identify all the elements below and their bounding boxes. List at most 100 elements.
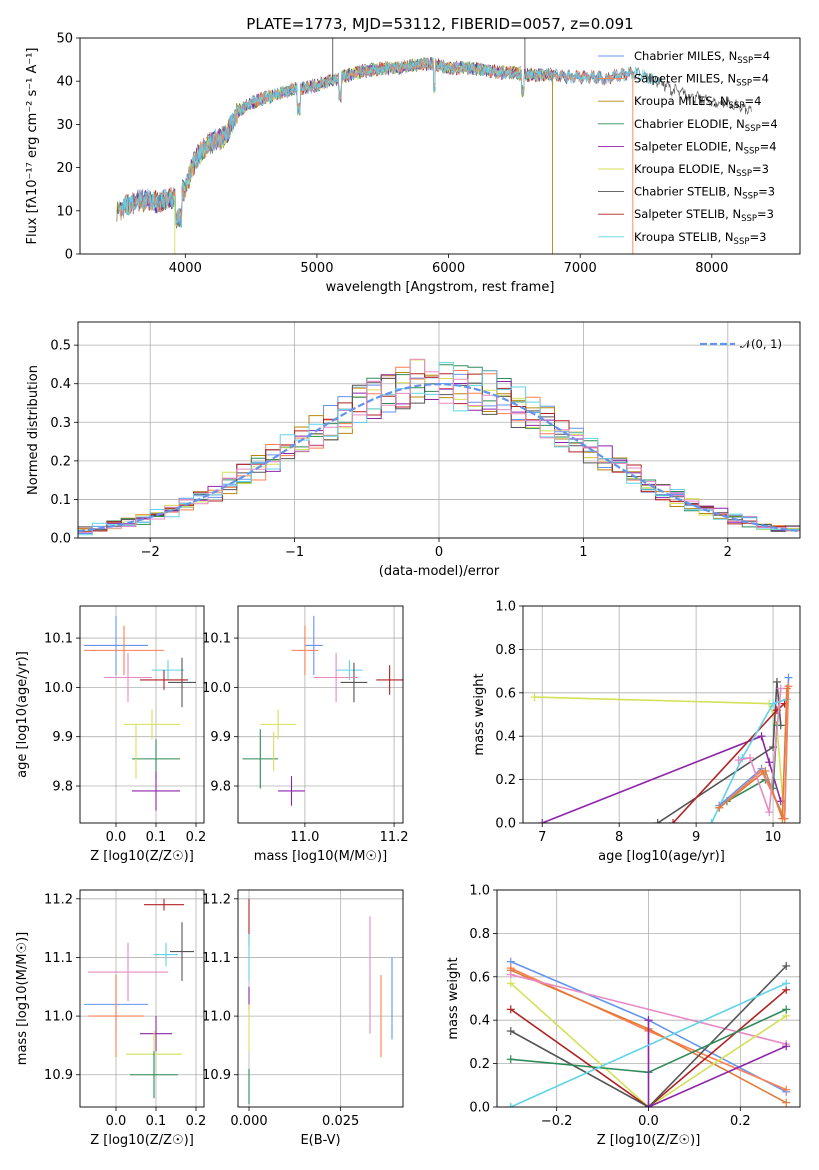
y-tick-label: 11.0	[202, 1010, 231, 1025]
legend-label-sub: SSP	[745, 124, 761, 134]
y-tick-label: 9.8	[210, 780, 231, 795]
y-tick-label: 11.2	[44, 892, 73, 907]
y-tick-label: 10.0	[44, 681, 73, 696]
y-tick-label: 40	[56, 75, 73, 90]
weight_vs_age-lines	[530, 673, 793, 823]
x-tick-label: 0.0	[106, 1114, 127, 1129]
spectrum-series-salpeter-miles	[119, 57, 633, 223]
series-line-kroupa-elodie	[510, 982, 787, 1107]
legend-label: 𝒩(0, 1)	[740, 337, 782, 351]
legend-label: Salpeter STELIB, NSSP=3	[634, 207, 774, 224]
legend-label-suffix: =4	[744, 94, 761, 108]
spectrum-lines	[116, 38, 752, 254]
weight_vs_Z-lines	[506, 957, 791, 1107]
y-tick-label: 9.9	[52, 730, 73, 745]
plot-frame	[79, 37, 801, 255]
y-axis-label: Normed distribution	[26, 365, 41, 495]
x-axis-label: mass [log10(M/M☉)]	[254, 849, 387, 864]
legend-label-sub: SSP	[729, 101, 745, 111]
legend-label-sub: SSP	[742, 192, 758, 202]
y-tick-label: 0.0	[495, 817, 516, 832]
y-tick-label: 11.1	[44, 951, 73, 966]
y-axis-label: mass weight	[472, 673, 487, 755]
y-tick-label: 0.2	[469, 1057, 490, 1072]
plot-frame	[522, 605, 801, 824]
x-axis-label: age [log10(age/yr)]	[598, 849, 725, 864]
y-tick-label: 0.3	[50, 416, 71, 431]
legend-label-sub: SSP	[741, 214, 757, 224]
legend-label-suffix: =4	[760, 139, 777, 153]
y-tick-label: 11.0	[44, 1010, 73, 1025]
legend-label-suffix: =4	[753, 49, 770, 63]
residuals-panel: −2 −1 0 1 2 0.0 0.1 0.2 0.3 0.4 0.5 (data-model)/er…	[26, 321, 801, 579]
legend-label-main: Salpeter ELODIE, N	[634, 139, 744, 153]
legend-label-suffix: =3	[749, 230, 766, 244]
x-tick-label: 4000	[169, 261, 202, 276]
x-tick-label: −1	[285, 545, 304, 560]
legend-label: Kroupa ELODIE, NSSP=3	[634, 162, 769, 179]
y-tick-label: 20	[56, 161, 73, 176]
x-tick-label: 11.2	[380, 830, 409, 845]
y-axis-label: age [log10(age/yr)]	[15, 651, 30, 778]
y-tick-label: 0.4	[50, 377, 71, 392]
x-tick-label: 6000	[432, 261, 465, 276]
legend-label-suffix: =3	[758, 185, 775, 199]
y-tick-label: 50	[56, 32, 73, 47]
legend-label-sub: SSP	[736, 169, 752, 179]
x-axis-label: E(B-V)	[300, 1133, 340, 1148]
legend-label-sub: SSP	[736, 79, 752, 89]
x-tick-label: 11.0	[290, 830, 319, 845]
normal-curve	[78, 382, 800, 533]
y-axis-label: mass weight	[446, 957, 461, 1039]
y-tick-label: 10.9	[44, 1068, 73, 1083]
y-tick-label: 1.0	[469, 884, 490, 899]
plot-frame	[237, 605, 404, 824]
figure-title: PLATE=1773, MJD=53112, FIBERID=0057, z=0…	[246, 15, 633, 33]
spectrum-series-kroupa-stelib	[119, 56, 660, 228]
legend-label-suffix: =3	[757, 207, 774, 221]
y-tick-label: 0.6	[469, 970, 490, 985]
y-tick-label: 9.8	[52, 780, 73, 795]
x-tick-label: 8000	[695, 261, 728, 276]
legend-label-sub: SSP	[734, 237, 750, 247]
y-tick-label: 0.4	[469, 1014, 490, 1029]
x-tick-label: −2	[141, 545, 160, 560]
legend-label-main: Salpeter MILES, N	[634, 72, 736, 86]
y-tick-label: 0.8	[469, 927, 490, 942]
series-line-extra_pink	[510, 973, 787, 1045]
legend-label: Salpeter ELODIE, NSSP=4	[634, 139, 777, 156]
x-tick-label: 0.2	[730, 1114, 751, 1129]
spectrum-series-salpeter-stelib	[119, 58, 634, 227]
series-line-salpeter-elodie	[541, 735, 782, 823]
histograms	[78, 358, 800, 537]
x-axis-label: Z [log10(Z/Z☉)]	[90, 849, 194, 864]
legend-label-main: Kroupa MILES, N	[634, 94, 729, 108]
x-tick-label: 0.1	[146, 830, 167, 845]
spectrum-series-chabrier-miles	[119, 57, 633, 226]
legend-label: Chabrier MILES, NSSP=4	[634, 49, 770, 66]
plot-frame	[79, 605, 205, 824]
x-axis-label: Z [log10(Z/Z☉)]	[90, 1133, 194, 1148]
y-tick-label: 0.5	[50, 339, 71, 354]
y-tick-label: 0.8	[495, 643, 516, 658]
series-line-kroupa-elodie	[534, 696, 786, 823]
legend-label-suffix: =3	[752, 162, 769, 176]
legend-label-main: Kroupa STELIB, N	[634, 230, 734, 244]
series-line-chabrier-stelib	[510, 965, 787, 1107]
y-tick-label: 0.0	[50, 532, 71, 547]
spectrum-panel: 4000 5000 6000 7000 8000 0 10 20 30 40 50 wavelengt…	[25, 32, 801, 295]
legend-label: Kroupa STELIB, NSSP=3	[634, 230, 766, 247]
series-line-extra_pink	[738, 688, 782, 813]
y-tick-label: 0.0	[469, 1101, 490, 1116]
weight_vs_age-panel: 7 8 9 10 0.0 0.2 0.4 0.6 0.8 1.0 age [log10(age/yr…	[472, 600, 801, 864]
y-tick-label: 10.9	[202, 1068, 231, 1083]
x-tick-label: 10	[765, 830, 782, 845]
x-tick-label: 0.0	[638, 1114, 659, 1129]
legend-label-main: Salpeter STELIB, N	[634, 207, 741, 221]
x-axis-label: Z [log10(Z/Z☉)]	[597, 1133, 701, 1148]
y-tick-label: 0	[65, 248, 73, 263]
legend-label-sub: SSP	[737, 56, 753, 66]
x-tick-label: 0.0	[106, 830, 127, 845]
age_vs_Z-panel: 0.0 0.1 0.2 9.8 9.9 10.0 10.1 Z [log10(Z/Z☉)] ag…	[15, 605, 206, 864]
legend-label-main: Chabrier ELODIE, N	[634, 117, 745, 131]
